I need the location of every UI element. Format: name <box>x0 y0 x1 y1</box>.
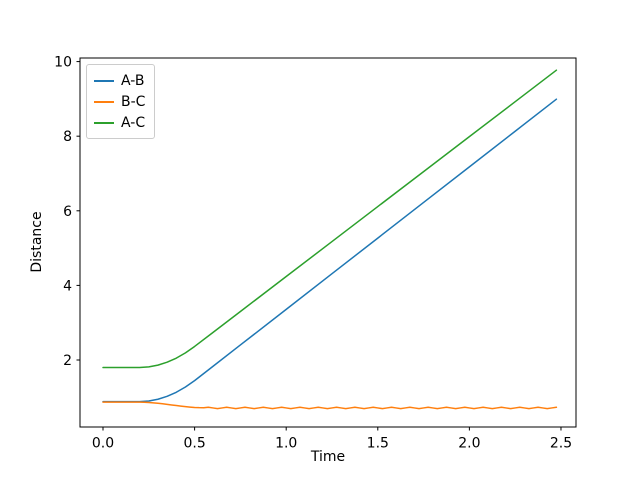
legend-entry-bc: B-C <box>94 91 145 112</box>
line-b-c <box>102 401 558 410</box>
axes-spines <box>79 57 577 428</box>
y-tick-label: 2 <box>63 353 72 369</box>
x-axis-label: Time <box>310 449 346 465</box>
y-tick-label: 6 <box>63 204 72 220</box>
legend-label-ac: A-C <box>121 114 146 131</box>
y-tick-label: 4 <box>63 278 72 294</box>
line-a-b <box>102 98 558 403</box>
legend-line-sample-ab <box>94 79 114 82</box>
legend: A-B B-C A-C <box>86 64 156 139</box>
legend-entry-ab: A-B <box>94 70 145 91</box>
y-axis-label: Distance <box>29 211 45 273</box>
x-tick-label: 2.5 <box>550 436 572 452</box>
y-tick-label: 8 <box>63 129 72 145</box>
line-a-c <box>102 69 558 369</box>
x-tick-label: 0.5 <box>183 436 205 452</box>
y-tick-label: 10 <box>54 55 72 71</box>
legend-label-ab: A-B <box>121 72 145 89</box>
legend-line-sample-ac <box>94 121 114 124</box>
x-tick-label: 2.0 <box>458 436 480 452</box>
x-tick-label: 0.0 <box>92 436 114 452</box>
x-tick-label: 1.5 <box>367 436 389 452</box>
legend-entry-ac: A-C <box>94 112 145 133</box>
legend-line-sample-bc <box>94 100 114 103</box>
legend-label-bc: B-C <box>121 93 146 110</box>
x-tick-label: 1.0 <box>275 436 297 452</box>
